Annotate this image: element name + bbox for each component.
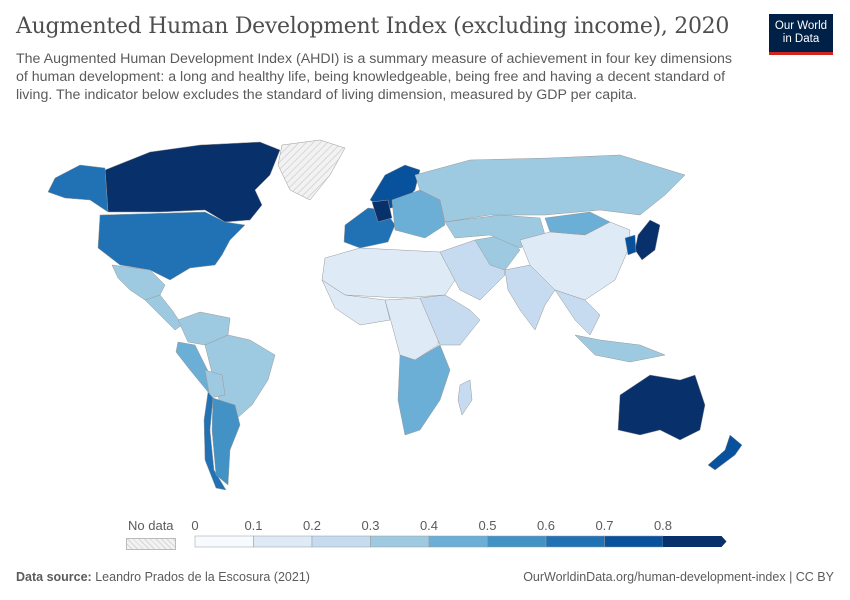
- legend-bin-6: [545, 535, 605, 548]
- region-madagascar[interactable]: [457, 379, 473, 416]
- region-chile[interactable]: [203, 391, 227, 491]
- region-germany[interactable]: [371, 199, 393, 223]
- legend-bin-7: [604, 535, 664, 548]
- region-japan[interactable]: [634, 219, 661, 261]
- legend-tick-label: 0.1: [244, 518, 262, 533]
- world-map[interactable]: [0, 130, 850, 510]
- region-korea[interactable]: [624, 234, 637, 256]
- region-canada[interactable]: [104, 141, 281, 223]
- region-new-zealand[interactable]: [707, 434, 743, 471]
- region-central-america[interactable]: [144, 294, 183, 331]
- legend-tick-label: 0.7: [595, 518, 613, 533]
- legend-bin-2: [311, 535, 371, 548]
- logo-line1: Our World: [774, 20, 828, 32]
- legend-bin-0: [194, 535, 254, 548]
- region-southeast-asia[interactable]: [554, 289, 601, 336]
- region-north-africa[interactable]: [321, 247, 456, 299]
- legend-tick-label: 0.5: [478, 518, 496, 533]
- region-indonesia[interactable]: [574, 334, 666, 363]
- region-southern-africa[interactable]: [397, 344, 451, 436]
- chart-title: Augmented Human Development Index (exclu…: [16, 14, 730, 39]
- legend-tick-label: 0.8: [654, 518, 672, 533]
- logo-line2: in Data: [782, 33, 820, 45]
- region-brazil[interactable]: [204, 334, 276, 421]
- region-west-africa[interactable]: [321, 279, 391, 326]
- legend-scale: 0 0.1 0.2 0.3 0.4 0.5 0.6 0.7 0.8: [191, 518, 727, 548]
- legend-no-data-label: No data: [128, 518, 174, 533]
- data-source-text: Leandro Prados de la Escosura (2021): [95, 570, 310, 584]
- region-india[interactable]: [504, 264, 556, 331]
- legend-tick-label: 0.3: [361, 518, 379, 533]
- legend-bin-1: [253, 535, 313, 548]
- region-australia[interactable]: [617, 374, 706, 441]
- region-russia[interactable]: [414, 154, 686, 223]
- legend-tick-label: 0.6: [537, 518, 555, 533]
- owid-logo[interactable]: Our World in Data: [769, 14, 833, 55]
- legend-tick-label: 0: [191, 518, 198, 533]
- legend-bin-4: [428, 535, 488, 548]
- legend-no-data-swatch: [126, 538, 176, 550]
- region-greenland[interactable]: [277, 139, 346, 201]
- data-source: Data source: Leandro Prados de la Escosu…: [16, 570, 310, 584]
- legend-tick-label: 0.2: [303, 518, 321, 533]
- legend-bin-3: [370, 535, 430, 548]
- source-url-link[interactable]: OurWorldinData.org/human-development-ind…: [523, 570, 834, 584]
- region-bolivia[interactable]: [204, 369, 226, 399]
- legend-tick-label: 0.4: [420, 518, 438, 533]
- legend-bin-5: [487, 535, 547, 548]
- data-source-label: Data source:: [16, 570, 92, 584]
- region-argentina[interactable]: [211, 397, 241, 486]
- legend-bin-8: [663, 536, 727, 547]
- chart-subtitle: The Augmented Human Development Index (A…: [16, 51, 733, 103]
- region-alaska[interactable]: [47, 164, 109, 213]
- region-united-states[interactable]: [97, 211, 246, 281]
